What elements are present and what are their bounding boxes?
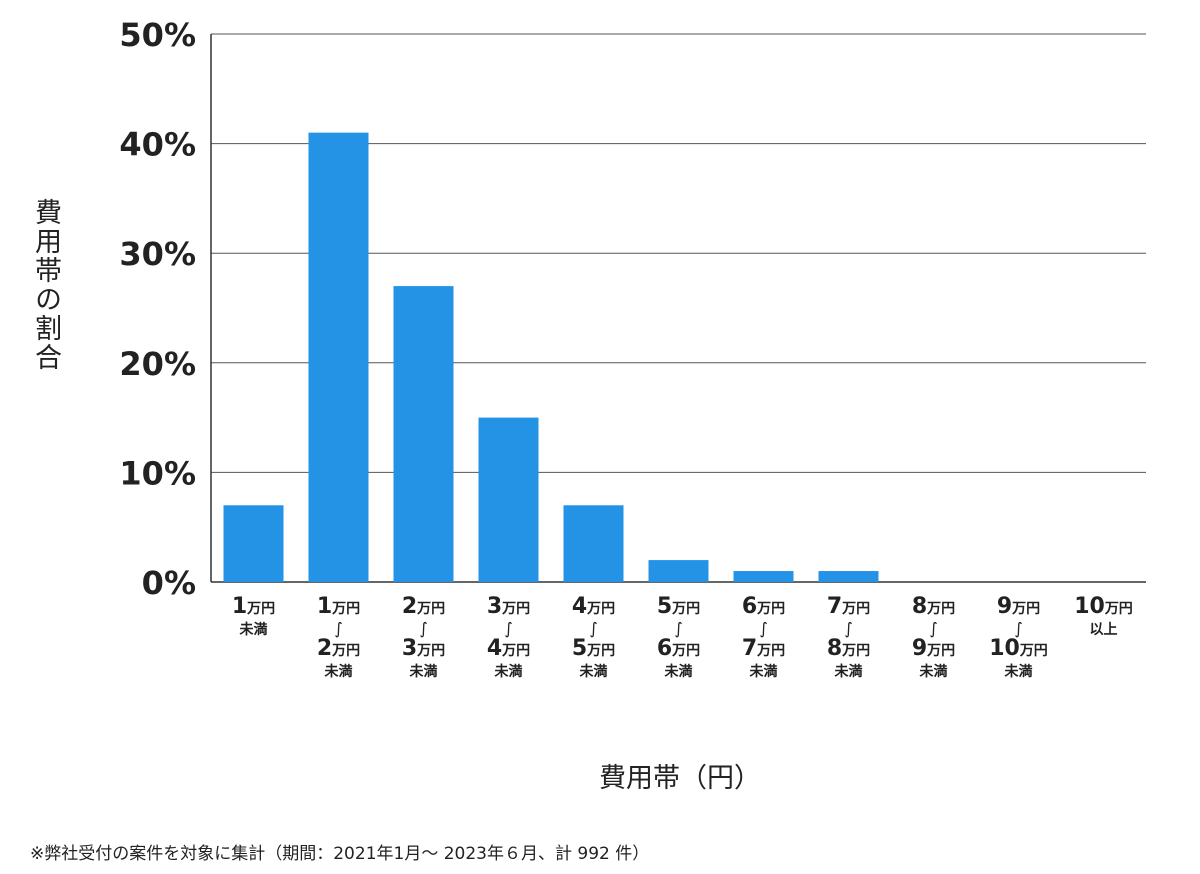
y-tick-label: 50%	[119, 16, 196, 54]
bar	[733, 571, 794, 582]
y-tick-label: 20%	[119, 345, 196, 383]
bar	[393, 286, 454, 582]
y-axis-ticks: 0% 10% 20% 30% 40% 50%	[119, 16, 196, 602]
x-tick-label: 4万円 ∫ 5万円 未満	[571, 594, 616, 681]
x-tick-label: 7万円 ∫ 8万円 未満	[826, 594, 871, 681]
x-tick-label: 1万円 ∫ 2万円 未満	[316, 594, 361, 681]
y-tick-label: 30%	[119, 235, 196, 273]
x-tick-label: 10万円 以上	[1074, 594, 1133, 639]
bars	[223, 132, 879, 582]
y-tick-label: 40%	[119, 126, 196, 164]
x-tick-label: 5万円 ∫ 6万円 未満	[656, 594, 701, 681]
bar	[308, 132, 369, 582]
y-tick-label: 0%	[142, 564, 196, 602]
bar	[563, 505, 624, 582]
x-tick-label: 9万円 ∫ 10万円 未満	[989, 594, 1048, 681]
x-tick-label: 8万円 ∫ 9万円 未満	[911, 594, 956, 681]
bar	[818, 571, 879, 582]
x-tick-label: 3万円 ∫ 4万円 未満	[486, 594, 531, 681]
bar	[478, 417, 539, 582]
x-axis-label: 費用帯（円）	[599, 763, 761, 794]
y-axis-label: 費用帯の割合	[30, 198, 61, 372]
x-tick-label: 2万円 ∫ 3万円 未満	[401, 594, 446, 681]
x-tick-label: 6万円 ∫ 7万円 未満	[741, 594, 786, 681]
x-tick-label: 1万円 未満	[231, 594, 276, 639]
bar	[223, 505, 284, 582]
y-tick-label: 10%	[119, 454, 196, 492]
bar	[648, 560, 709, 582]
footnote: ※弊社受付の案件を対象に集計（期間：2021年1月～ 2023年６月、計 992…	[30, 844, 650, 864]
